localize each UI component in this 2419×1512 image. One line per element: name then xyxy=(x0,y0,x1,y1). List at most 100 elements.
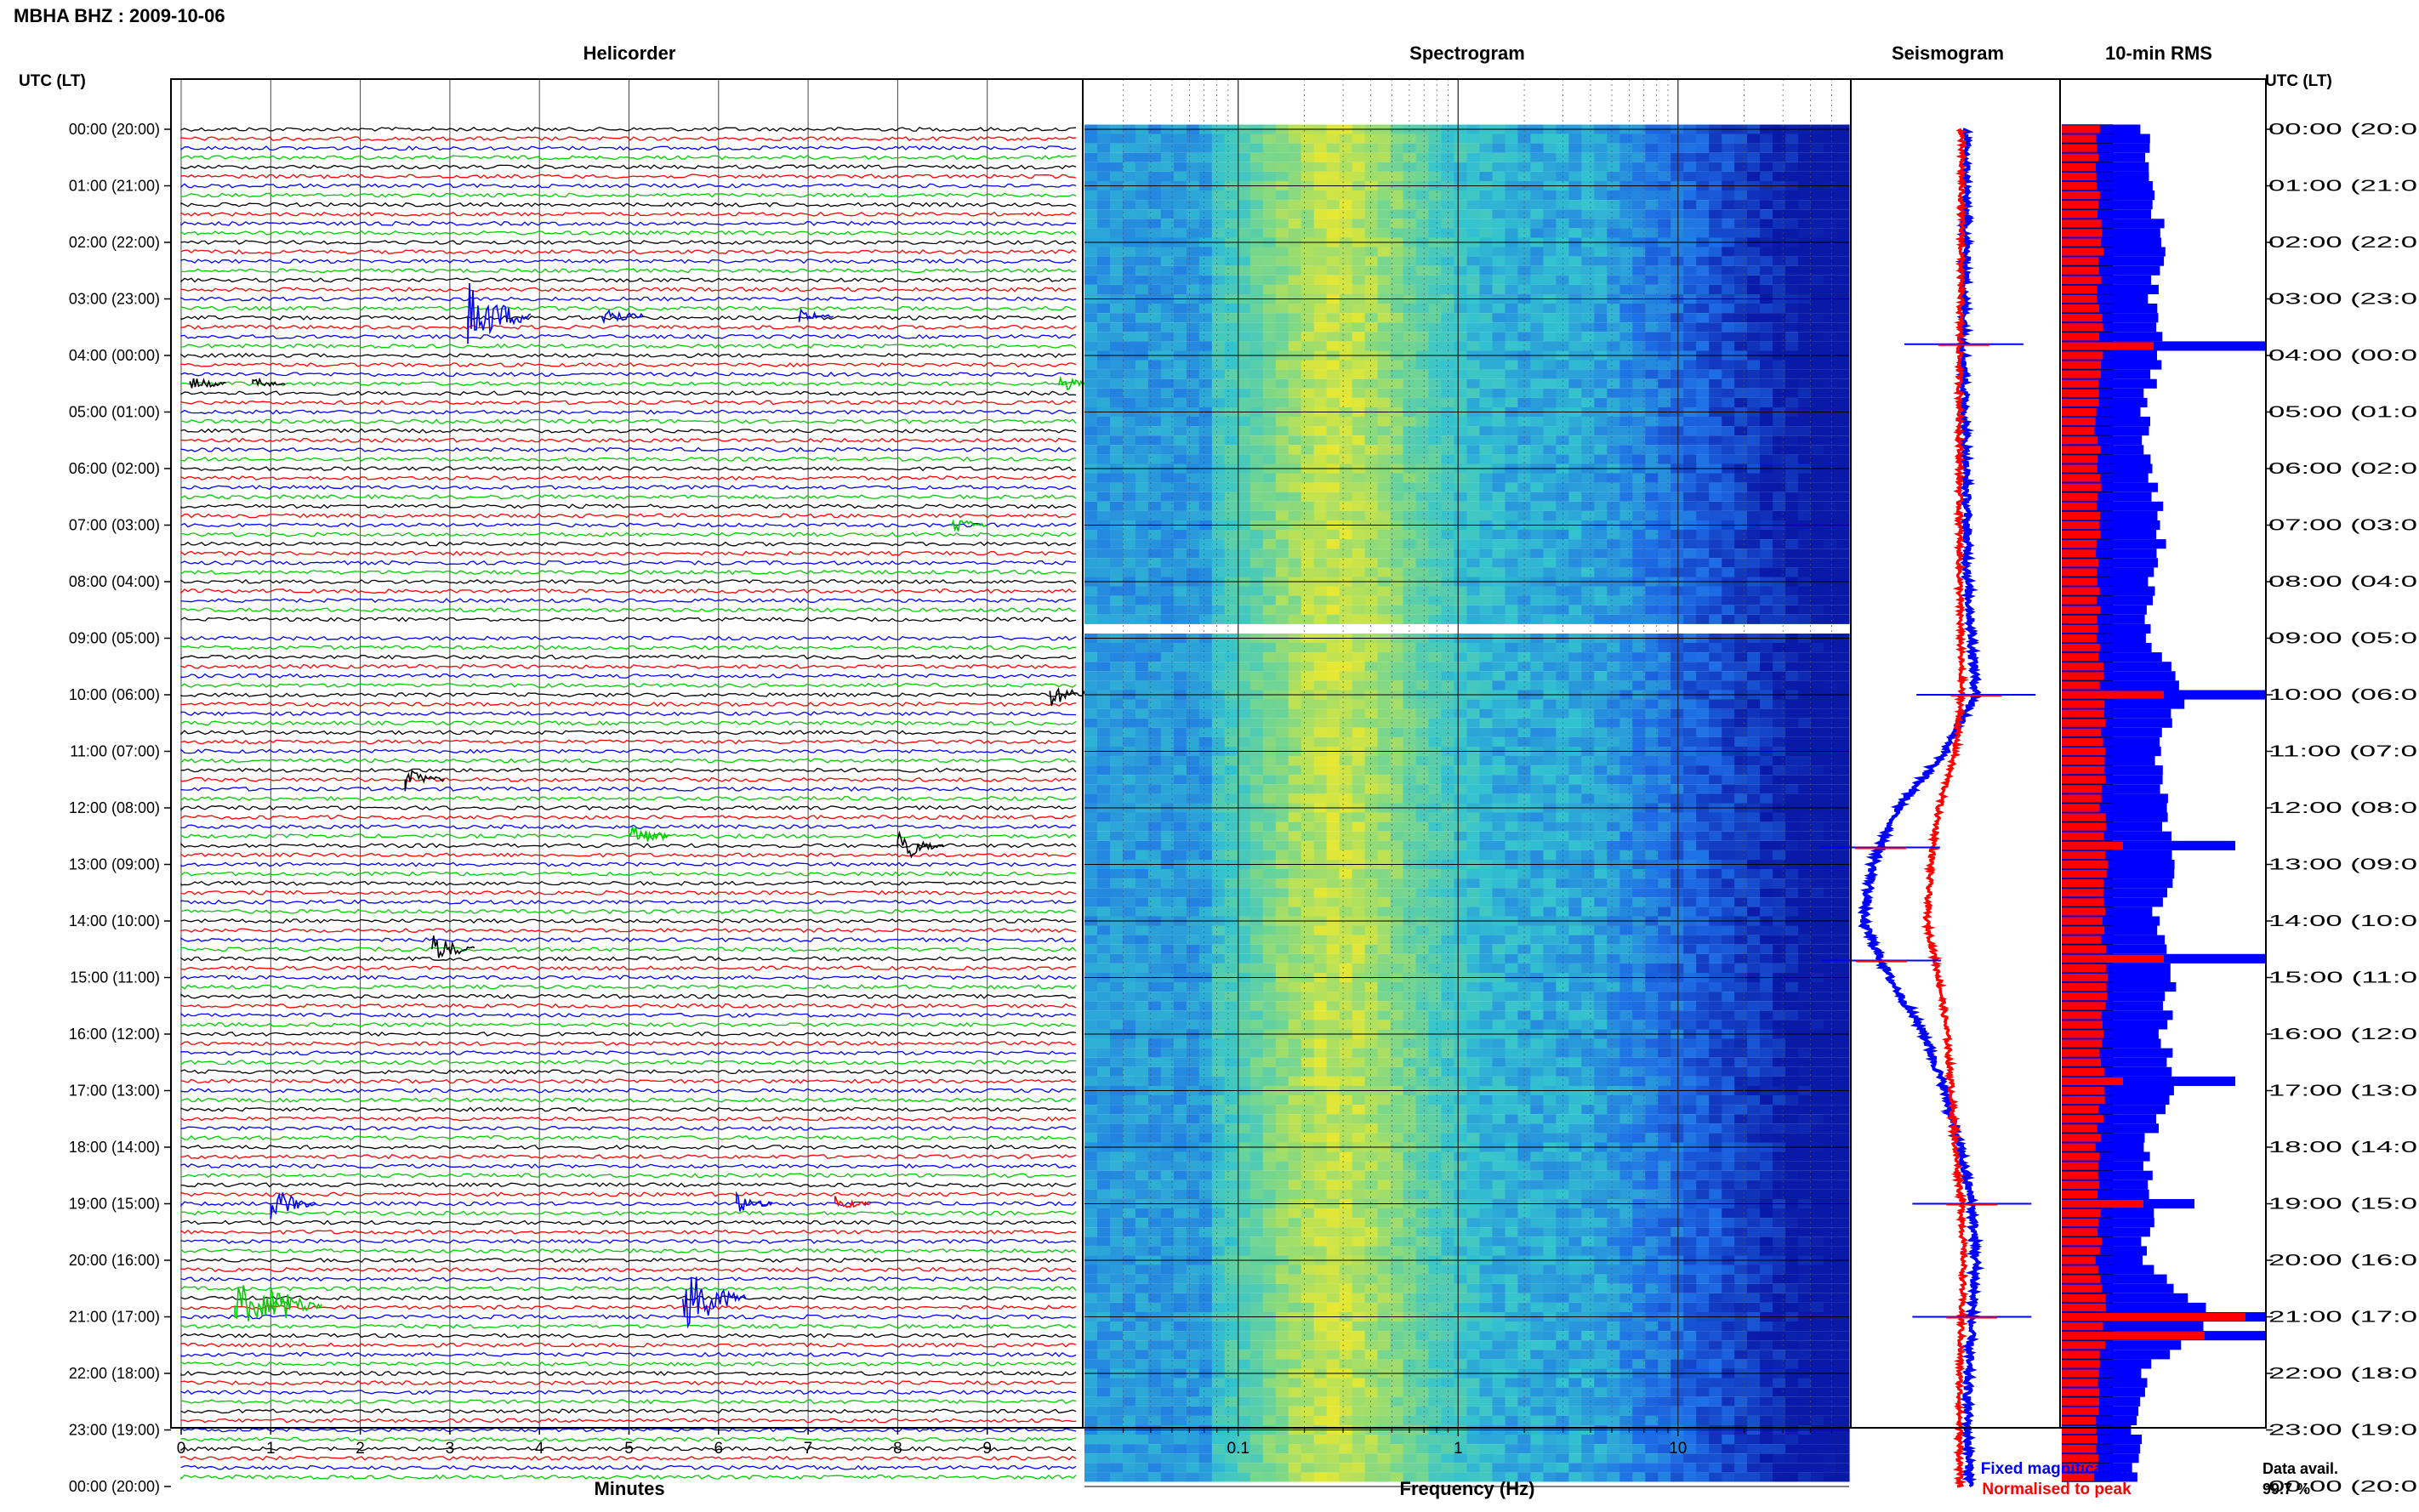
spectrogram-cell xyxy=(1135,765,1149,776)
spectrogram-cell xyxy=(1517,614,1531,624)
spectrogram-cell xyxy=(1543,275,1557,285)
spectrogram-cell xyxy=(1543,605,1557,615)
spectrogram-cell xyxy=(1811,510,1824,520)
spectrogram-cell xyxy=(1619,793,1633,804)
spectrogram-cell xyxy=(1671,369,1684,379)
spectrogram-cell xyxy=(1798,360,1812,370)
spectrogram-cell xyxy=(1683,171,1697,181)
spectrogram-cell xyxy=(1428,501,1443,511)
spectrogram-cell xyxy=(1671,332,1684,342)
spectrogram-cell xyxy=(1683,322,1697,333)
spectrogram-cell xyxy=(1237,435,1251,446)
spectrogram-cell xyxy=(1836,558,1850,568)
spectrogram-cell xyxy=(1530,605,1544,615)
spectrogram-cell xyxy=(1836,171,1850,181)
spectrogram-cell xyxy=(1722,850,1735,860)
spectrogram-cell xyxy=(1734,878,1748,889)
spectrogram-cell xyxy=(1288,275,1302,285)
spectrogram-cell xyxy=(1224,699,1238,709)
spectrogram-cell xyxy=(1722,275,1735,285)
spectrogram-cell xyxy=(1224,850,1238,860)
spectrogram-cell xyxy=(1632,567,1646,577)
spectrogram-cell xyxy=(1658,378,1671,389)
spectrogram-cell xyxy=(1415,284,1430,294)
spectrogram-cell xyxy=(1186,736,1200,747)
spectrogram-cell xyxy=(1275,501,1289,511)
spectrogram-cell xyxy=(1352,501,1366,511)
spectrogram-cell xyxy=(1403,643,1417,653)
spectrogram-cell xyxy=(1211,793,1226,804)
spectrogram-cell xyxy=(1645,341,1659,351)
spectrogram-cell xyxy=(1798,793,1812,804)
spectrogram-cell xyxy=(1836,190,1850,201)
spectrogram-cell xyxy=(1645,473,1659,483)
spectrogram-cell xyxy=(1836,397,1850,407)
spectrogram-cell xyxy=(1671,341,1684,351)
spectrogram-cell xyxy=(1836,473,1850,483)
spectrogram-cell xyxy=(1084,322,1098,333)
spectrogram-cell xyxy=(1428,662,1443,672)
spectrogram-cell xyxy=(1607,736,1620,747)
spectrogram-cell xyxy=(1696,680,1710,691)
spectrogram-cell xyxy=(1186,388,1200,398)
spectrogram-cell xyxy=(1147,586,1162,596)
spectrogram-cell xyxy=(1275,840,1289,850)
spectrogram-cell xyxy=(1364,708,1379,719)
spectrogram-cell xyxy=(1377,662,1392,672)
spectrogram-cell xyxy=(1683,784,1697,794)
spectrogram-cell xyxy=(1658,369,1671,379)
spectrogram-cell xyxy=(1364,671,1379,681)
spectrogram-cell xyxy=(1313,426,1328,436)
spectrogram-cell xyxy=(1390,454,1404,464)
spectrogram-cell xyxy=(1658,850,1671,860)
spectrogram-cell xyxy=(1313,831,1328,841)
spectrogram-cell xyxy=(1198,228,1213,238)
spectrogram-cell xyxy=(1632,718,1646,728)
spectrogram-cell xyxy=(1747,369,1761,379)
spectrogram-cell xyxy=(1288,878,1302,889)
spectrogram-cell xyxy=(1288,152,1302,162)
spectrogram-cell xyxy=(1224,304,1238,314)
spectrogram-cell xyxy=(1262,152,1277,162)
spectrogram-cell xyxy=(1364,284,1379,294)
spectrogram-cell xyxy=(1110,727,1124,737)
spectrogram-cell xyxy=(1249,652,1264,662)
spectrogram-cell xyxy=(1492,718,1506,728)
spectrogram-cell xyxy=(1658,793,1671,804)
spectrogram-cell xyxy=(1454,265,1468,276)
spectrogram-cell xyxy=(1237,652,1251,662)
spectrogram-cell xyxy=(1811,878,1824,889)
spectrogram-cell xyxy=(1097,614,1111,624)
helicorder-trace-row xyxy=(180,1012,1077,1018)
spectrogram-cell xyxy=(1785,549,1799,559)
spectrogram-cell xyxy=(1505,736,1519,747)
spectrogram-cell xyxy=(1390,605,1404,615)
spectrogram-cell xyxy=(1811,378,1824,389)
spectrogram-cell xyxy=(1377,878,1392,889)
spectrogram-cell xyxy=(1836,680,1850,691)
spectrogram-cell xyxy=(1313,510,1328,520)
spectrogram-cell xyxy=(1785,567,1799,577)
spectrogram-cell xyxy=(1619,539,1633,549)
spectrogram-cell xyxy=(1288,304,1302,314)
spectrogram-cell xyxy=(1352,209,1366,219)
spectrogram-cell xyxy=(1288,708,1302,719)
helicorder-trace-row xyxy=(180,390,1077,396)
spectrogram-cell xyxy=(1403,784,1417,794)
spectrogram-cell xyxy=(1352,134,1366,144)
spectrogram-cell xyxy=(1683,426,1697,436)
spectrogram-cell xyxy=(1658,134,1671,144)
spectrogram-cell xyxy=(1568,247,1582,257)
spectrogram-cell xyxy=(1454,341,1468,351)
spectrogram-cell xyxy=(1339,718,1353,728)
spectrogram-cell xyxy=(1785,445,1799,455)
spectrogram-cell xyxy=(1760,200,1773,210)
spectrogram-cell xyxy=(1415,454,1430,464)
spectrogram-cell xyxy=(1390,793,1404,804)
spectrogram-cell xyxy=(1415,332,1430,342)
spectrogram-cell xyxy=(1836,831,1850,841)
spectrogram-cell xyxy=(1173,378,1187,389)
spectrogram-cell xyxy=(1760,736,1773,747)
helicorder-trace-row xyxy=(180,588,1077,594)
spectrogram-cell xyxy=(1632,530,1646,540)
